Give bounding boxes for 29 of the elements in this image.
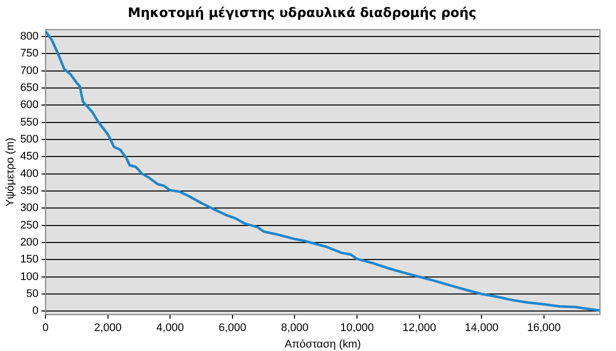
x-tick-label: 10,000 bbox=[340, 322, 374, 334]
x-axis-title: Απόσταση (km) bbox=[284, 338, 361, 350]
y-tick-label: 100 bbox=[20, 270, 39, 283]
y-tick-label: 300 bbox=[20, 202, 39, 214]
y-tick-label: 150 bbox=[20, 254, 39, 266]
y-tick-label: 750 bbox=[20, 48, 39, 60]
y-tick-label: 500 bbox=[20, 134, 39, 146]
x-tick-label: 8,000 bbox=[280, 322, 309, 334]
y-tick-label: 400 bbox=[20, 168, 39, 180]
y-tick-label: 200 bbox=[20, 236, 39, 249]
x-tick-label: 4,000 bbox=[156, 322, 184, 334]
x-tick-label: 6,000 bbox=[218, 322, 246, 334]
y-tick-label: 0 bbox=[32, 305, 39, 318]
y-tick-label: 450 bbox=[20, 150, 39, 163]
y-axis-title: Υψόμετρο (m) bbox=[4, 138, 17, 207]
y-tick-label: 650 bbox=[20, 82, 39, 94]
y-tick-label: 700 bbox=[20, 64, 39, 77]
x-tick-label: 14,000 bbox=[464, 322, 498, 334]
chart-title: Μηκοτομή μέγιστης υδραυλικά διαδρομής ροής bbox=[128, 6, 476, 22]
y-tick-label: 50 bbox=[26, 288, 39, 300]
x-tick-label: 12,000 bbox=[402, 322, 436, 334]
x-tick-label: 2,000 bbox=[94, 322, 122, 334]
x-tick-label: 16,000 bbox=[527, 322, 561, 334]
x-tick-label: 0 bbox=[42, 322, 49, 334]
y-tick-label: 600 bbox=[20, 99, 39, 112]
y-tick-label: 250 bbox=[20, 219, 39, 232]
y-tick-label: 800 bbox=[20, 30, 39, 42]
y-tick-label: 350 bbox=[20, 185, 39, 198]
y-tick-label: 550 bbox=[20, 116, 39, 128]
